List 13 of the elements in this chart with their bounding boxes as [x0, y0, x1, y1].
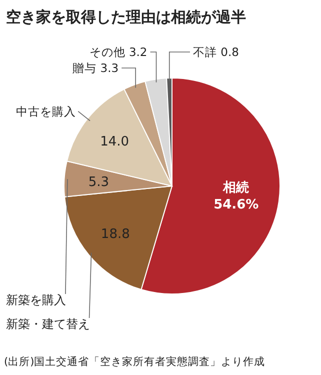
slice-label: 不詳 0.8: [193, 45, 239, 59]
data-label: 5.3: [88, 175, 110, 190]
slice-label: 贈与 3.3: [72, 61, 119, 75]
slice-label: その他 3.2: [89, 45, 148, 59]
slice-label: 新築を購入: [6, 293, 66, 307]
data-label: 18.8: [100, 226, 130, 242]
data-label: 14.0: [100, 134, 130, 150]
text: (出所)国土交通省「空き家所有者実態調査」より作成: [4, 355, 266, 368]
slice-label: 中古を購入: [16, 104, 76, 118]
slice-label: 新築・建て替え: [6, 317, 90, 331]
slice-label: 相続: [222, 180, 250, 196]
chart-title: 空き家を取得した理由は相続が過半: [6, 8, 246, 26]
data-label: 54.6%: [214, 197, 259, 212]
